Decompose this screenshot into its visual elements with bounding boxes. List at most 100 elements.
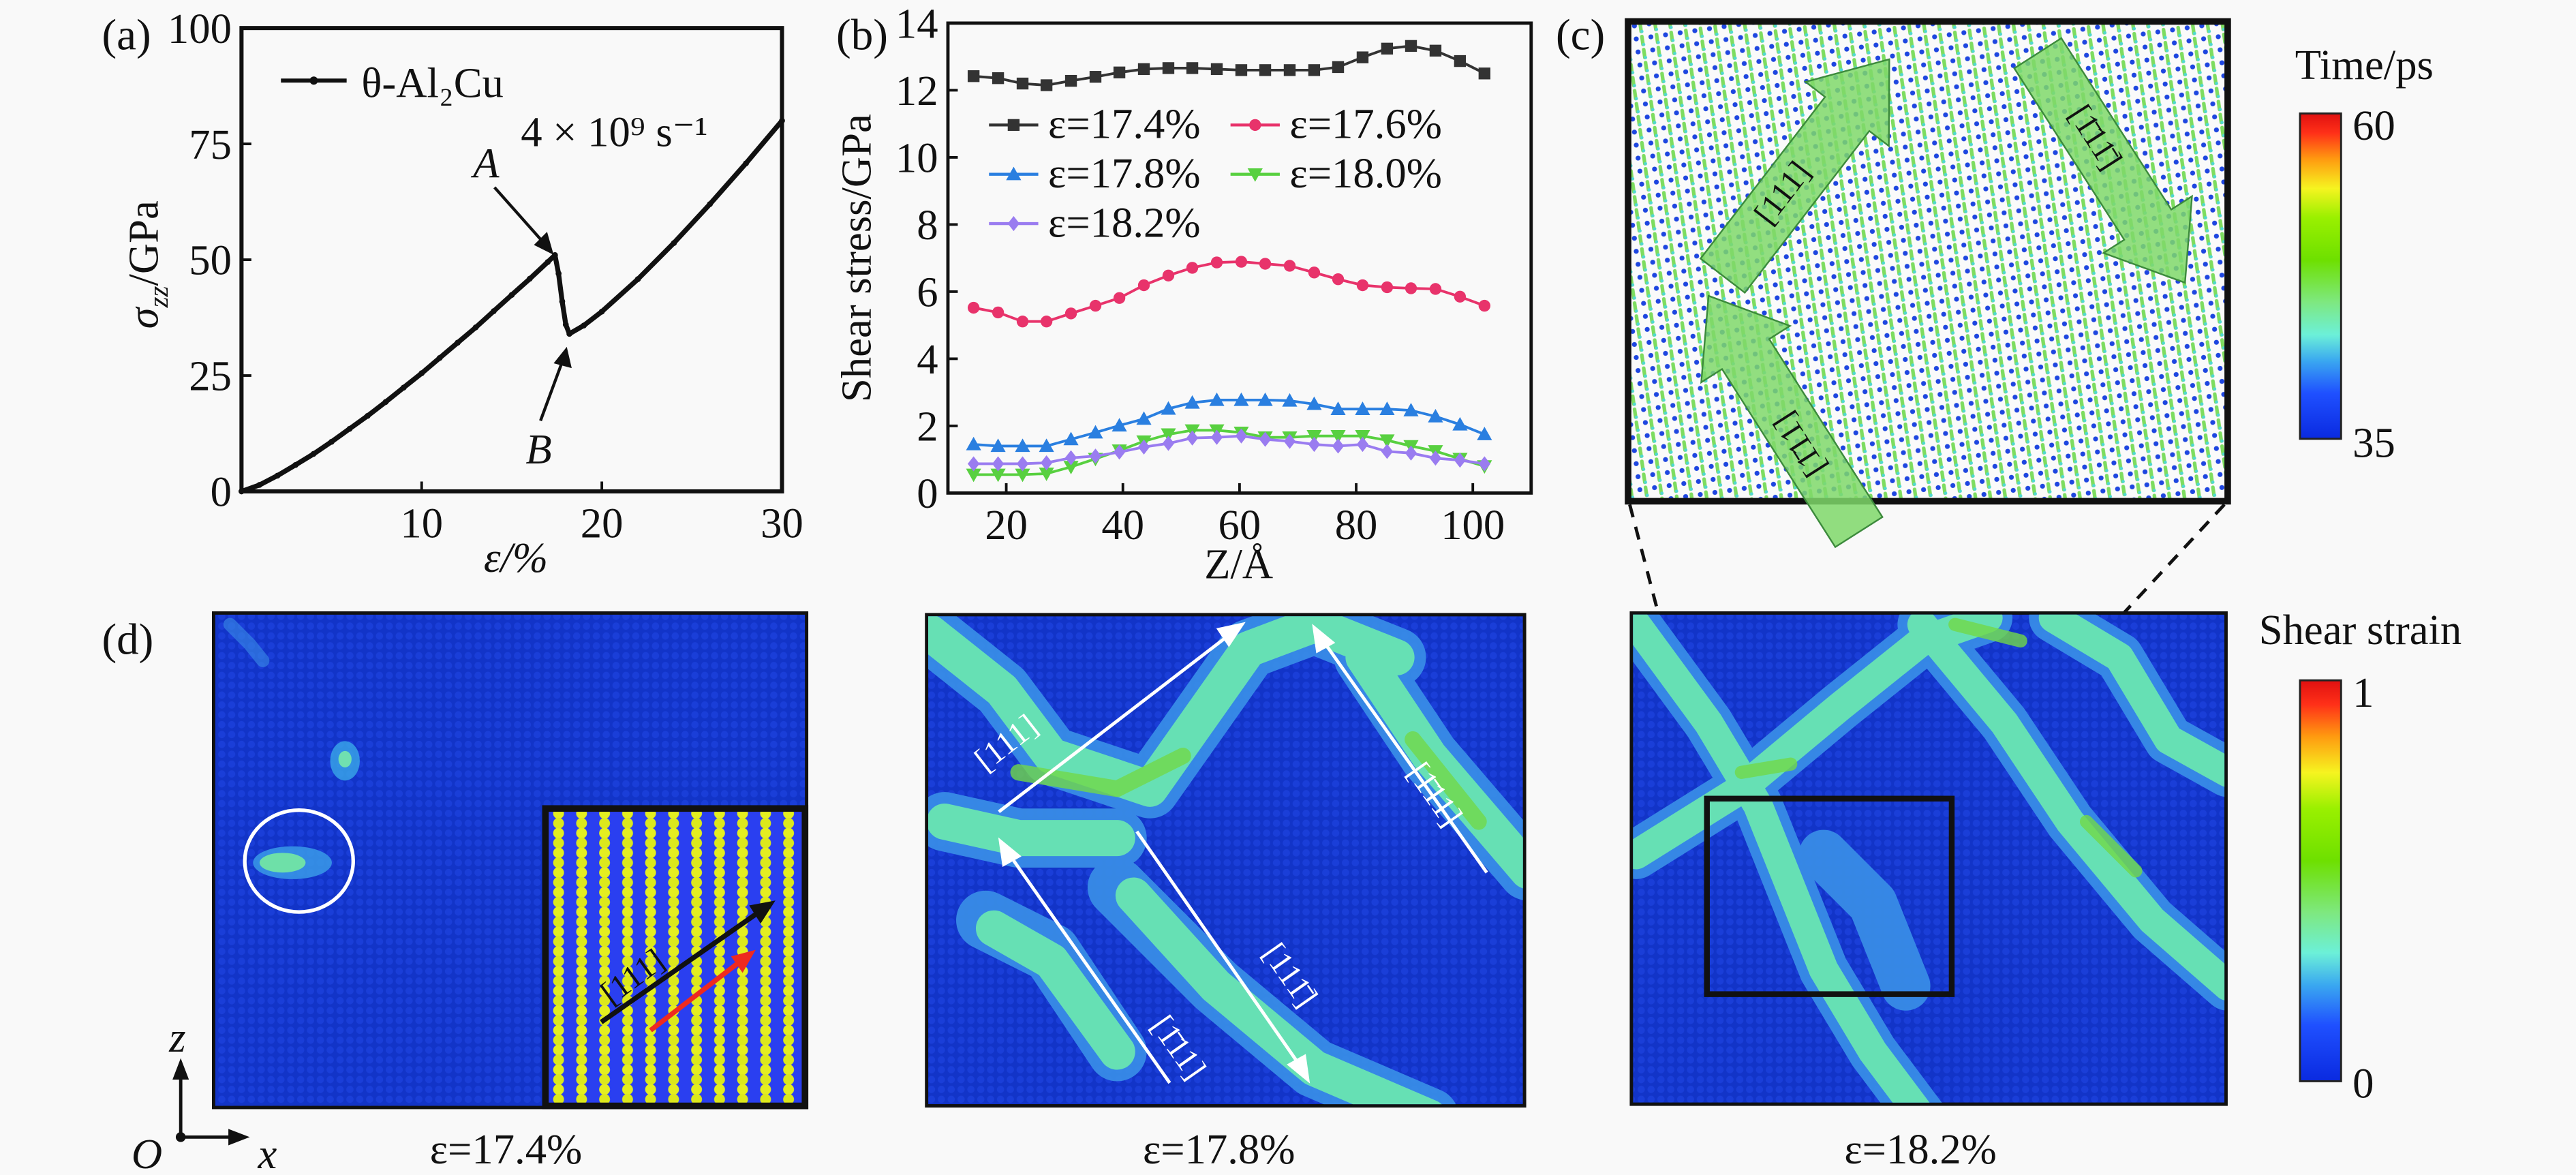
data-point (1137, 279, 1150, 292)
data-point (1283, 260, 1296, 272)
y-tick-label: 0 (917, 470, 938, 517)
series-line (973, 44, 1486, 87)
data-point (990, 438, 1006, 453)
data-point (256, 482, 263, 488)
data-point (1111, 418, 1127, 432)
data-point (1040, 316, 1053, 328)
legend-label: ε=18.2% (1048, 198, 1201, 246)
data-point (1257, 392, 1273, 406)
data-point (1186, 430, 1199, 446)
data-point (1259, 431, 1272, 447)
data-point (992, 306, 1005, 319)
data-point (1356, 279, 1369, 292)
strain-rate-annotation: 4 × 10⁹ s⁻¹ (521, 108, 707, 156)
data-point (1186, 262, 1199, 274)
shear-strain-colorbar-group: Shear strain 1 0 (2259, 606, 2462, 1107)
data-point (1247, 168, 1263, 182)
series-circle (967, 256, 1490, 328)
y-axis-label: Shear stress/GPa (833, 114, 880, 402)
data-point (1283, 64, 1296, 76)
data-point (1186, 62, 1199, 74)
data-point (966, 468, 981, 483)
data-point (992, 72, 1005, 85)
data-point (1064, 307, 1077, 320)
zoom-region-box (1704, 795, 1955, 997)
data-point (1007, 119, 1020, 132)
data-point (1063, 431, 1079, 446)
series-square (967, 40, 1490, 91)
data-point (1089, 299, 1102, 312)
x-axis-label: Z/Å (1204, 540, 1273, 588)
data-point (990, 468, 1006, 483)
y-tick-label: 4 (917, 335, 938, 383)
data-point (239, 488, 245, 495)
data-point (1454, 453, 1467, 468)
y-tick-label: 50 (189, 236, 232, 284)
data-point (1259, 64, 1272, 76)
data-point (1210, 429, 1223, 445)
data-point (527, 275, 533, 282)
data-point (1403, 403, 1419, 416)
atomic-structure-inset: [111] (542, 805, 809, 1110)
y-tick-label: 10 (895, 134, 938, 182)
y-tick-label: 25 (189, 352, 232, 400)
data-point (1162, 269, 1175, 281)
series-line (973, 399, 1486, 448)
slip-arrow (1700, 294, 1884, 549)
data-point (1332, 438, 1345, 454)
data-point (1478, 299, 1490, 312)
caption-17-8: ε=17.8% (1143, 1125, 1295, 1173)
data-point (1332, 273, 1345, 286)
data-point (671, 240, 677, 246)
data-point (552, 251, 558, 258)
x-axis-label: ε/% (484, 534, 548, 581)
data-point (1249, 119, 1261, 132)
arrow-b (539, 357, 565, 422)
data-point (1308, 64, 1321, 76)
x-tick-label: 30 (761, 499, 803, 547)
y-tick-label: 6 (917, 269, 938, 316)
arrow-a (493, 186, 549, 248)
data-point (1210, 256, 1223, 269)
data-point (472, 324, 479, 331)
data-point (1356, 51, 1369, 63)
data-point (1007, 215, 1020, 232)
data-point (346, 425, 353, 432)
data-point (328, 438, 335, 445)
data-point (455, 339, 461, 346)
slip-arrow (1699, 58, 1890, 294)
caption-17-4: ε=17.4% (430, 1125, 583, 1173)
data-point (1039, 468, 1054, 481)
data-point (1184, 395, 1200, 409)
x-tick-label: 40 (1101, 501, 1144, 549)
x-tick-label: 60 (1218, 501, 1261, 549)
data-point (555, 271, 562, 277)
x-tick-label: 20 (581, 499, 624, 547)
series-line (241, 119, 784, 494)
stress-strain-chart: (a) ε/% σzz/GPa θ-Al₂Cu 4 × 10⁹ s⁻¹ A B … (102, 5, 803, 581)
y-tick-label: 100 (168, 5, 232, 52)
arrow-b-head (553, 346, 572, 369)
panel-label-d: (d) (102, 615, 153, 665)
origin-label: O (132, 1130, 162, 1175)
point-a-label: A (470, 140, 500, 187)
data-point (1381, 42, 1394, 55)
y-tick-label: 2 (917, 403, 938, 451)
data-point (581, 322, 587, 329)
data-point (1283, 433, 1296, 449)
shear-strain-colorbar (2299, 679, 2342, 1082)
data-point (1040, 79, 1053, 91)
data-point (1113, 66, 1126, 78)
legend-label: ε=18.0% (1289, 149, 1441, 197)
data-point (1429, 44, 1442, 57)
data-point (274, 472, 281, 479)
data-point (1454, 55, 1467, 67)
data-point (1089, 71, 1102, 83)
data-point (1113, 444, 1126, 460)
data-point (707, 201, 714, 207)
data-point (1162, 436, 1175, 451)
shear-strain-map-18-2: ε=18.2% (1629, 611, 2228, 1173)
defect-highlight-circle (243, 808, 355, 914)
data-point (418, 370, 425, 376)
y-tick-label: 12 (895, 67, 938, 115)
